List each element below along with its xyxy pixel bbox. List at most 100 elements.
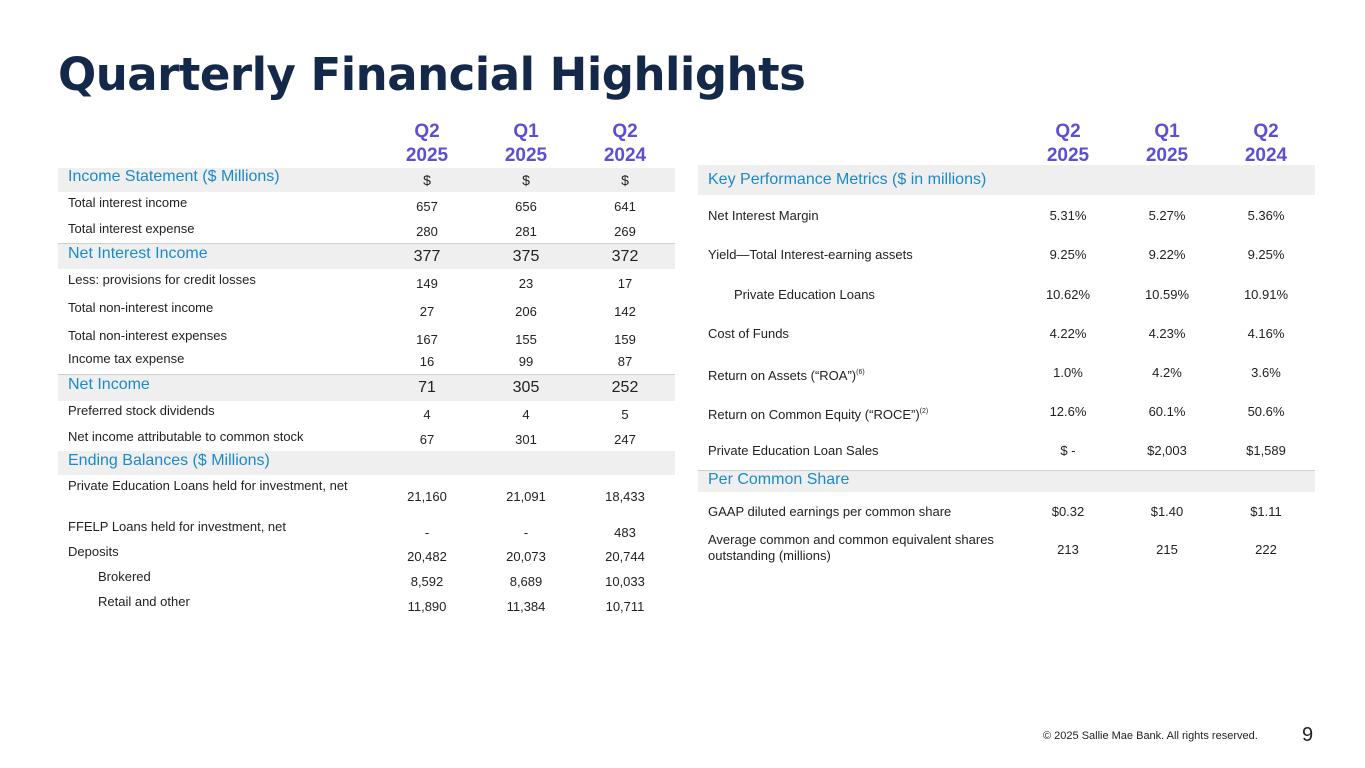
row-label-text: Total interest expense bbox=[68, 221, 195, 236]
cell-value: 213 bbox=[1057, 542, 1079, 557]
row-label: Net income attributable to common stock bbox=[68, 429, 304, 445]
column-header: Q2 2025 bbox=[1046, 121, 1090, 166]
column-header: Q1 2025 bbox=[1145, 121, 1189, 166]
cell-value: 5 bbox=[621, 407, 629, 422]
cell-value: 11,890 bbox=[407, 599, 447, 614]
row-label-text: Net Interest Margin bbox=[708, 208, 819, 223]
table-row: Total non-interest expenses 167 155 159 bbox=[58, 328, 675, 348]
column-header: Q1 2025 bbox=[504, 121, 548, 166]
row-label-text: Private Education Loan Sales bbox=[708, 443, 879, 458]
row-label: Income Statement ($ Millions) bbox=[68, 169, 280, 185]
table-row: Return on Common Equity (“ROCE”)(2) 12.6%… bbox=[698, 402, 1315, 422]
cell-value: 641 bbox=[614, 199, 636, 214]
table-row: Private Education Loans held for investm… bbox=[58, 478, 675, 516]
table-row: Cost of Funds 4.22% 4.23% 4.16% bbox=[698, 323, 1315, 343]
cell-value: 375 bbox=[512, 248, 540, 265]
cell-value: 18,433 bbox=[605, 489, 645, 504]
cell-value: 67 bbox=[419, 432, 435, 447]
cell-value: 20,482 bbox=[407, 549, 447, 564]
income-statement-table: Q2 2025 Q1 2025 Q2 2024 Income Statement ($… bbox=[58, 0, 675, 768]
row-label: Cost of Funds bbox=[708, 326, 789, 342]
cell-value: 71 bbox=[418, 379, 436, 396]
cell-value: 12.6% bbox=[1049, 404, 1087, 419]
row-label: Income tax expense bbox=[68, 351, 184, 367]
cell-value: 99 bbox=[518, 354, 534, 369]
cell-value: $1.11 bbox=[1250, 504, 1282, 519]
row-label-text: Key Performance Metrics ($ in millions) bbox=[708, 171, 987, 188]
cell-value: 377 bbox=[413, 248, 441, 265]
table-row: Retail and other 11,890 11,384 10,711 bbox=[58, 594, 675, 616]
row-label-text: Private Education Loans held for investm… bbox=[68, 478, 348, 493]
copyright-footer: © 2025 Sallie Mae Bank. All rights reser… bbox=[1043, 730, 1258, 742]
cell-value: 167 bbox=[416, 332, 438, 347]
row-label: FFELP Loans held for investment, net bbox=[68, 519, 286, 535]
row-label: Total non-interest expenses bbox=[68, 328, 227, 344]
cell-value: 60.1% bbox=[1148, 404, 1186, 419]
cell-value: 10.59% bbox=[1144, 287, 1190, 302]
row-label: Private Education Loans bbox=[734, 287, 875, 303]
cell-value: 3.6% bbox=[1251, 365, 1281, 380]
cell-value: 17 bbox=[617, 276, 633, 291]
cell-value: $ - bbox=[1060, 443, 1076, 458]
cell-value: 9.22% bbox=[1148, 247, 1186, 262]
cell-value: 305 bbox=[512, 379, 540, 396]
footnote-marker: (6) bbox=[856, 369, 865, 376]
cell-value: 281 bbox=[515, 224, 537, 239]
row-label-text: FFELP Loans held for investment, net bbox=[68, 519, 286, 534]
row-label: Total interest expense bbox=[68, 221, 194, 237]
row-label: GAAP diluted earnings per common share bbox=[708, 504, 951, 520]
table-row: Brokered 8,592 8,689 10,033 bbox=[58, 569, 675, 589]
table-row: Less: provisions for credit losses 149 23 1… bbox=[58, 272, 675, 294]
cell-value: 10.62% bbox=[1045, 287, 1091, 302]
cell-value: 4 bbox=[522, 407, 530, 422]
cell-value: $ bbox=[522, 172, 530, 188]
cell-value: 20,744 bbox=[605, 549, 645, 564]
row-label-text: Average common and common equivalent sha… bbox=[708, 532, 994, 563]
column-headers: Q2 2025 Q1 2025 Q2 2024 bbox=[698, 120, 1315, 168]
cell-value: $1.40 bbox=[1150, 504, 1184, 519]
section-header-row: Net Income 71 305 252 bbox=[58, 374, 675, 401]
row-label-text: Less: provisions for credit losses bbox=[68, 272, 256, 287]
cell-value: 372 bbox=[611, 248, 639, 265]
row-label: Deposits bbox=[68, 544, 119, 560]
cell-value: 10,711 bbox=[605, 599, 645, 614]
row-label-text: Preferred stock dividends bbox=[68, 403, 215, 418]
section-header-row: Key Performance Metrics ($ in millions) bbox=[698, 165, 1315, 195]
row-label-text: Return on Assets (“ROA”) bbox=[708, 368, 857, 383]
cell-value: 8,592 bbox=[410, 574, 444, 589]
row-label-text: Income tax expense bbox=[68, 351, 185, 366]
cell-value: 215 bbox=[1156, 542, 1178, 557]
column-headers: Q2 2025 Q1 2025 Q2 2024 bbox=[58, 120, 675, 168]
row-label: Return on Assets (“ROA”)(6) bbox=[708, 365, 865, 384]
cell-value: 10.91% bbox=[1243, 287, 1289, 302]
row-label-text: Ending Balances ($ Millions) bbox=[68, 452, 270, 469]
cell-value: 4.22% bbox=[1049, 326, 1087, 341]
cell-value: 656 bbox=[515, 199, 537, 214]
row-label: Net Interest Margin bbox=[708, 208, 819, 224]
footnote-marker: (2) bbox=[919, 408, 929, 415]
row-label: Total interest income bbox=[68, 195, 187, 211]
cell-value: 5.36% bbox=[1247, 208, 1285, 223]
cell-value: 142 bbox=[614, 304, 636, 319]
table-row: Return on Assets (“ROA”)(6) 1.0% 4.2% 3.6% bbox=[698, 363, 1315, 383]
row-label: Less: provisions for credit losses bbox=[68, 272, 256, 288]
row-label-text: Deposits bbox=[68, 544, 119, 559]
cell-value: 247 bbox=[614, 432, 636, 447]
cell-value: $0.32 bbox=[1051, 504, 1085, 519]
table-row: Net Interest Margin 5.31% 5.27% 5.36% bbox=[698, 206, 1315, 226]
table-row: Average common and common equivalent sha… bbox=[698, 532, 1315, 570]
row-label-text: Total non-interest expenses bbox=[68, 328, 227, 343]
row-label-text: Brokered bbox=[98, 569, 151, 584]
cell-value: 269 bbox=[614, 224, 636, 239]
row-label-text: Total non-interest income bbox=[68, 300, 214, 315]
row-label: Net Interest Income bbox=[68, 246, 208, 262]
row-label-text: Per Common Share bbox=[708, 471, 850, 488]
cell-value: 1.0% bbox=[1053, 365, 1083, 380]
table-row: Total non-interest income 27 206 142 bbox=[58, 300, 675, 322]
cell-value: $2,003 bbox=[1147, 443, 1187, 458]
cell-value: 21,091 bbox=[506, 489, 546, 504]
table-row: FFELP Loans held for investment, net - - 48… bbox=[58, 519, 675, 540]
cell-value: 155 bbox=[515, 332, 537, 347]
cell-value: 9.25% bbox=[1049, 247, 1087, 262]
row-label: Net Income bbox=[68, 377, 150, 393]
